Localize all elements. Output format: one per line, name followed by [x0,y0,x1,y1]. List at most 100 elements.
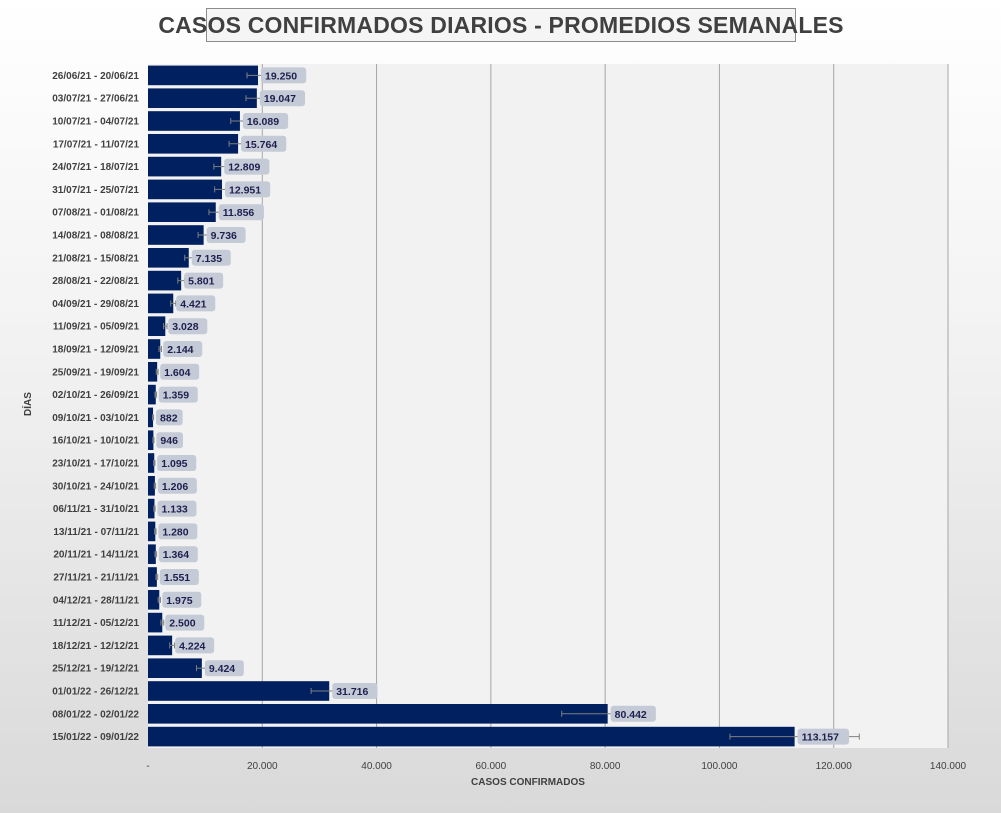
bar [148,475,155,496]
plot-area [148,64,948,748]
data-label-box [158,546,198,563]
y-tick-label: 08/01/22 - 02/01/22 [52,709,139,720]
y-tick-label: 10/07/21 - 04/07/21 [52,117,139,128]
data-label-box [241,135,287,152]
data-label-box [191,249,231,266]
bar [148,293,174,314]
x-tick-label: 140.000 [930,761,967,772]
data-label: 1.280 [162,526,188,538]
data-label-box [204,660,244,677]
bar [148,612,163,633]
bar [148,658,202,679]
y-tick-label: 04/12/21 - 28/11/21 [53,595,140,606]
data-label: 2.144 [167,344,193,356]
data-label: 12.951 [229,184,261,196]
data-label: 3.028 [172,321,198,333]
x-axis-title: CASOS CONFIRMADOS [471,777,585,788]
bar [148,635,173,656]
data-label-box [158,523,198,540]
x-tick-label: 20.000 [247,761,278,772]
data-label-box [158,386,198,403]
y-tick-label: 27/11/21 - 21/11/21 [53,573,139,584]
bar [148,339,161,359]
data-label: 946 [160,435,178,447]
x-tick-label: 60.000 [476,761,507,772]
bar [148,384,156,405]
data-label-box [157,500,197,517]
data-label: 4.224 [179,640,205,652]
data-label: 80.442 [615,709,647,721]
data-label-box [242,113,289,129]
y-tick-label: 18/12/21 - 12/12/21 [52,641,139,652]
data-label-box [206,227,246,243]
chart-title: CASOS CONFIRMADOS DIARIOS - PROMEDIOS SE… [158,8,844,42]
y-tick-label: 11/09/21 - 05/09/21 [53,322,140,333]
bar [148,703,608,724]
bar [148,430,154,451]
data-label: 1.206 [162,481,188,493]
bar [148,111,240,131]
y-tick-label: 01/01/22 - 26/12/21 [52,687,139,698]
data-label-box [218,204,264,221]
data-label: 16.089 [247,116,279,128]
data-label-box [160,363,200,380]
data-label-box [162,591,202,608]
data-label-box [157,455,197,471]
bar [148,544,156,565]
bar [148,498,155,519]
y-tick-label: 16/10/21 - 10/10/21 [52,436,139,447]
bar [148,88,257,109]
data-label: 9.424 [209,663,235,675]
bar [148,179,223,200]
x-tick-label: 80.000 [590,761,621,772]
bar [148,156,222,177]
data-label-box [175,637,215,654]
y-tick-label: 25/09/21 - 19/09/21 [52,367,139,378]
y-tick-label: 17/07/21 - 11/07/21 [53,139,140,150]
y-tick-label: 28/08/21 - 22/08/21 [52,276,139,287]
data-label-box [156,409,183,426]
data-label-box [610,705,656,722]
bar [148,247,189,268]
data-label-box [184,272,224,289]
data-label-box [157,477,197,494]
y-tick-label: 26/06/21 - 20/06/21 [52,71,139,82]
data-label-box [159,569,199,585]
data-label: 882 [160,412,178,424]
data-label-box [168,318,208,335]
data-label: 113.157 [802,732,840,744]
data-label: 9.736 [211,230,237,242]
bar [148,521,156,542]
y-tick-label: 13/11/21 - 07/11/21 [53,527,139,538]
data-label-box [332,683,378,699]
data-label: 15.764 [245,139,277,151]
data-label: 1.604 [164,367,190,379]
data-label: 11.856 [223,207,255,219]
data-label: 1.095 [161,458,187,470]
bar [148,567,157,587]
data-label: 7.135 [196,253,222,265]
y-tick-label: 24/07/21 - 18/07/21 [52,162,139,173]
bar [148,270,182,291]
y-tick-label: 04/09/21 - 29/08/21 [52,299,139,310]
x-tick-label: 40.000 [361,761,392,772]
y-tick-label: 18/09/21 - 12/09/21 [52,345,139,356]
bar [148,361,158,382]
bar [148,589,160,610]
bar [148,726,795,747]
bar [148,225,204,245]
data-label: 5.801 [188,276,214,288]
data-label-box [156,432,184,449]
bar [148,681,330,701]
x-tick-label: 100.000 [701,761,738,772]
y-tick-label: 15/01/22 - 09/01/22 [52,732,139,743]
data-label: 1.364 [163,549,189,561]
y-tick-label: 23/10/21 - 17/10/21 [52,459,139,470]
data-label: 31.716 [336,686,368,698]
bar [148,133,239,154]
x-tick-label: 120.000 [816,761,853,772]
data-label-box [259,90,306,107]
bar [148,407,154,428]
bar [148,202,216,223]
data-label-box [261,67,307,84]
